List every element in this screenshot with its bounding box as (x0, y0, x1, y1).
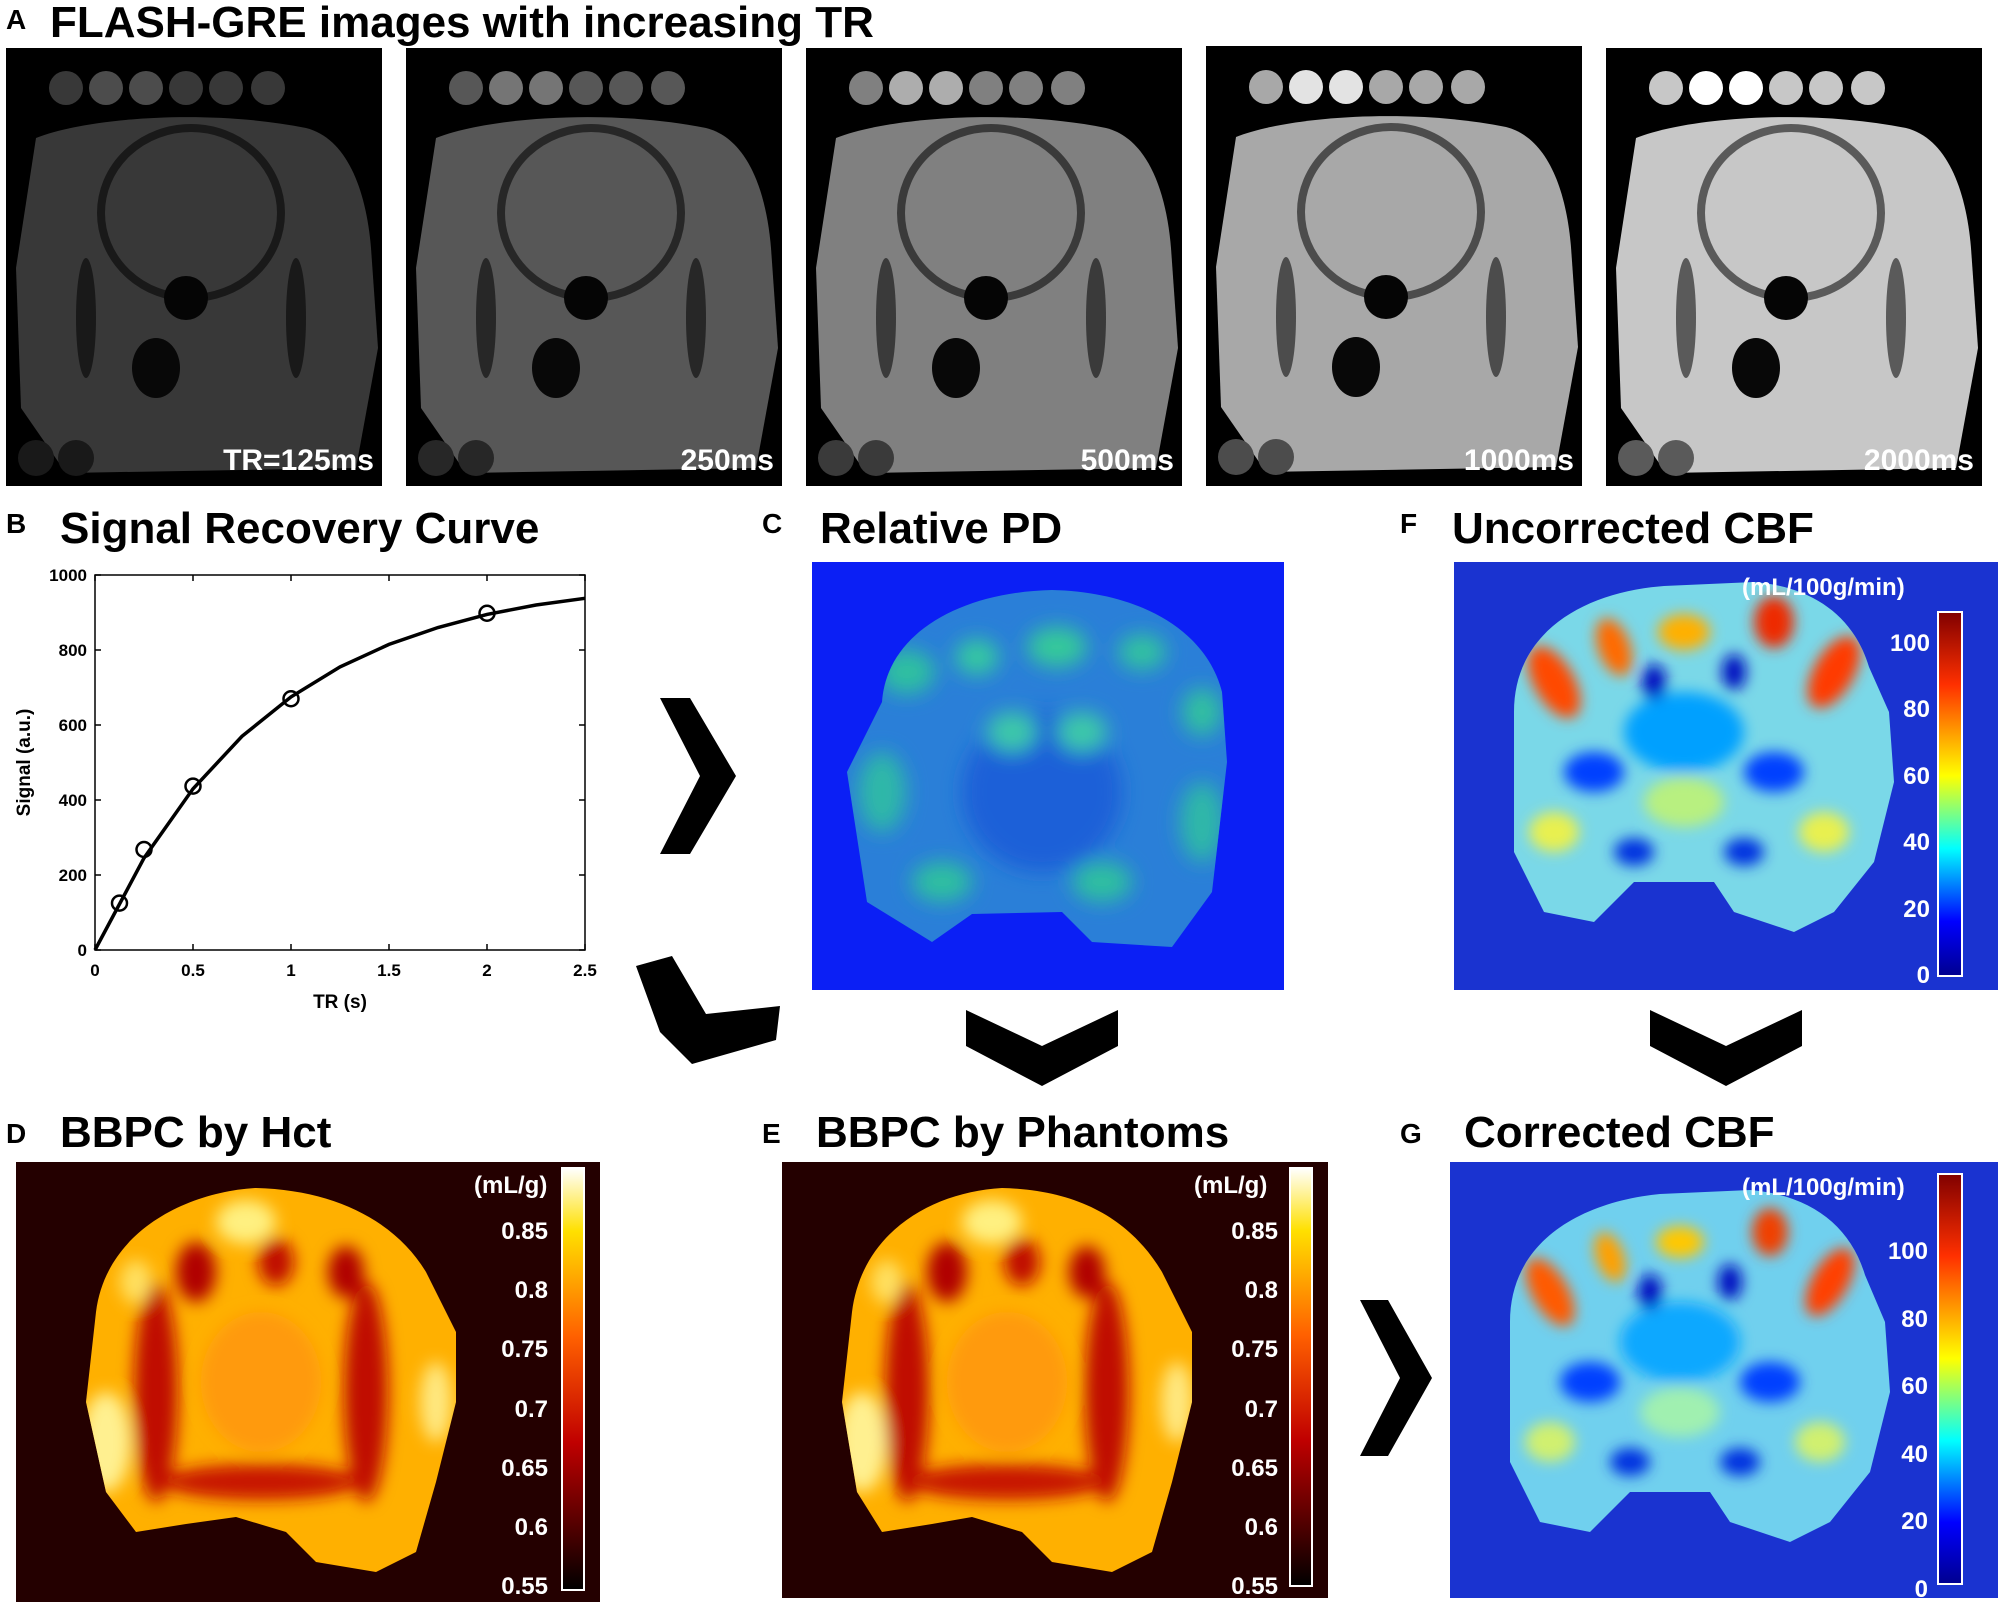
arrow-down-f-to-g (1650, 1010, 1802, 1086)
arrow-return-c-to-b (636, 956, 780, 1076)
bbpc-hct-tick: 0.6 (514, 1513, 548, 1541)
y-axis-label: Signal (a.u.) (14, 709, 35, 817)
corrected-cbf-map: (mL/100g/min) 100 80 60 40 20 0 (1450, 1162, 1998, 1598)
uncorrected-cbf-tick: 60 (1903, 762, 1930, 790)
data-point (478, 604, 496, 622)
corrected-cbf-tick: 80 (1901, 1305, 1928, 1333)
x-tick-label: 2.5 (573, 961, 597, 980)
corrected-cbf-tick: 20 (1901, 1508, 1928, 1536)
y-tick-label: 600 (59, 716, 87, 735)
arrow-down-c-to-e (966, 1010, 1118, 1086)
bbpc-phantoms-tick: 0.85 (1231, 1218, 1278, 1245)
bbpc-phantoms-tick: 0.6 (1244, 1513, 1278, 1541)
y-tick-label: 200 (59, 866, 87, 885)
plot-area (94, 574, 586, 951)
bbpc-hct-map: (mL/g) 0.85 0.8 0.75 0.7 0.65 0.6 0.55 (16, 1162, 600, 1602)
data-point (135, 840, 153, 859)
data-point (110, 894, 129, 912)
tr-label: 2000ms (1863, 444, 1974, 477)
panel-a-letter: A (6, 4, 27, 35)
uncorrected-cbf-unit: (mL/100g/min) (1742, 574, 1905, 601)
panel-g-letter: G (1400, 1118, 1422, 1149)
uncorrected-cbf-tick: 80 (1903, 696, 1930, 724)
y-tick-label: 800 (59, 641, 87, 660)
bbpc-hct-tick: 0.55 (501, 1573, 548, 1600)
bbpc-hct-tick: 0.75 (501, 1336, 548, 1364)
panel-c-title: Relative PD (820, 504, 1063, 553)
y-tick-label: 1000 (49, 566, 87, 585)
panel-d-title: BBPC by Hct (60, 1108, 332, 1157)
data-point (282, 690, 300, 708)
uncorrected-cbf-tick: 0 (1916, 962, 1930, 989)
panel-a-title: FLASH-GRE images with increasing TR (50, 0, 874, 47)
uncorrected-cbf-tick: 100 (1889, 630, 1930, 657)
panel-f-title: Uncorrected CBF (1452, 504, 1814, 553)
panel-b-letter: B (6, 508, 27, 539)
x-axis-label: TR (s) (313, 992, 367, 1013)
flash-gre-image-4: 1000ms (1206, 46, 1582, 486)
bbpc-phantoms-tick: 0.55 (1231, 1573, 1278, 1598)
x-tick-label: 0.5 (181, 961, 205, 980)
bbpc-phantoms-tick: 0.8 (1244, 1277, 1278, 1305)
bbpc-phantoms-tick: 0.75 (1231, 1336, 1278, 1364)
bbpc-hct-tick: 0.85 (501, 1218, 548, 1245)
arrow-right-b-to-c (660, 698, 736, 854)
x-tick-label: 1.5 (377, 961, 401, 980)
tr-label: 250ms (680, 444, 774, 477)
flash-gre-image-3: 500ms (806, 48, 1182, 486)
bbpc-phantoms-unit: (mL/g) (1194, 1172, 1268, 1199)
corrected-cbf-tick: 0 (1914, 1576, 1928, 1598)
y-tick-label: 400 (59, 791, 87, 810)
fit-curve (93, 596, 586, 951)
x-tick-label: 1 (286, 961, 295, 980)
panel-e-letter: E (762, 1118, 781, 1149)
tr-label: 500ms (1080, 444, 1174, 477)
relative-pd-map (812, 562, 1284, 990)
bbpc-hct-tick: 0.7 (514, 1395, 548, 1423)
panel-b-title: Signal Recovery Curve (60, 504, 540, 553)
bbpc-hct-tick: 0.65 (501, 1454, 548, 1482)
flash-gre-image-2: 250ms (406, 48, 782, 486)
panel-d-letter: D (6, 1118, 27, 1149)
bbpc-hct-tick: 0.8 (514, 1277, 548, 1305)
tr-label: TR=125ms (223, 444, 374, 477)
y-tick-label: 0 (78, 941, 87, 960)
panel-c-letter: C (762, 508, 783, 539)
uncorrected-cbf-map: (mL/100g/min) 100 80 60 40 20 0 (1454, 562, 1998, 990)
panel-g-title: Corrected CBF (1464, 1108, 1775, 1157)
bbpc-phantoms-tick: 0.7 (1244, 1395, 1278, 1423)
bbpc-phantoms-map: (mL/g) 0.85 0.8 0.75 0.7 0.65 0.6 0.55 (782, 1162, 1328, 1598)
x-tick-label: 2 (482, 961, 491, 980)
bbpc-phantoms-tick: 0.65 (1231, 1454, 1278, 1482)
corrected-cbf-tick: 40 (1901, 1440, 1928, 1468)
flash-gre-image-5: 2000ms (1606, 48, 1982, 486)
signal-recovery-chart: 0 0.5 1 1.5 2 2.5 0 200 400 600 800 1000 TR (s) Signa… (0, 560, 600, 1020)
tr-label: 1000ms (1463, 444, 1574, 477)
arrow-right-e-to-g (1360, 1300, 1432, 1456)
flash-gre-image-1: TR=125ms (6, 48, 382, 486)
uncorrected-cbf-tick: 40 (1903, 829, 1930, 857)
panel-f-letter: F (1400, 508, 1418, 539)
corrected-cbf-tick: 100 (1887, 1238, 1928, 1265)
x-tick-label: 0 (90, 961, 99, 980)
data-point (184, 777, 202, 795)
bbpc-hct-unit: (mL/g) (474, 1172, 548, 1199)
panel-e-title: BBPC by Phantoms (816, 1108, 1230, 1157)
uncorrected-cbf-tick: 20 (1903, 895, 1930, 923)
corrected-cbf-tick: 60 (1901, 1373, 1928, 1401)
corrected-cbf-unit: (mL/100g/min) (1742, 1174, 1905, 1201)
